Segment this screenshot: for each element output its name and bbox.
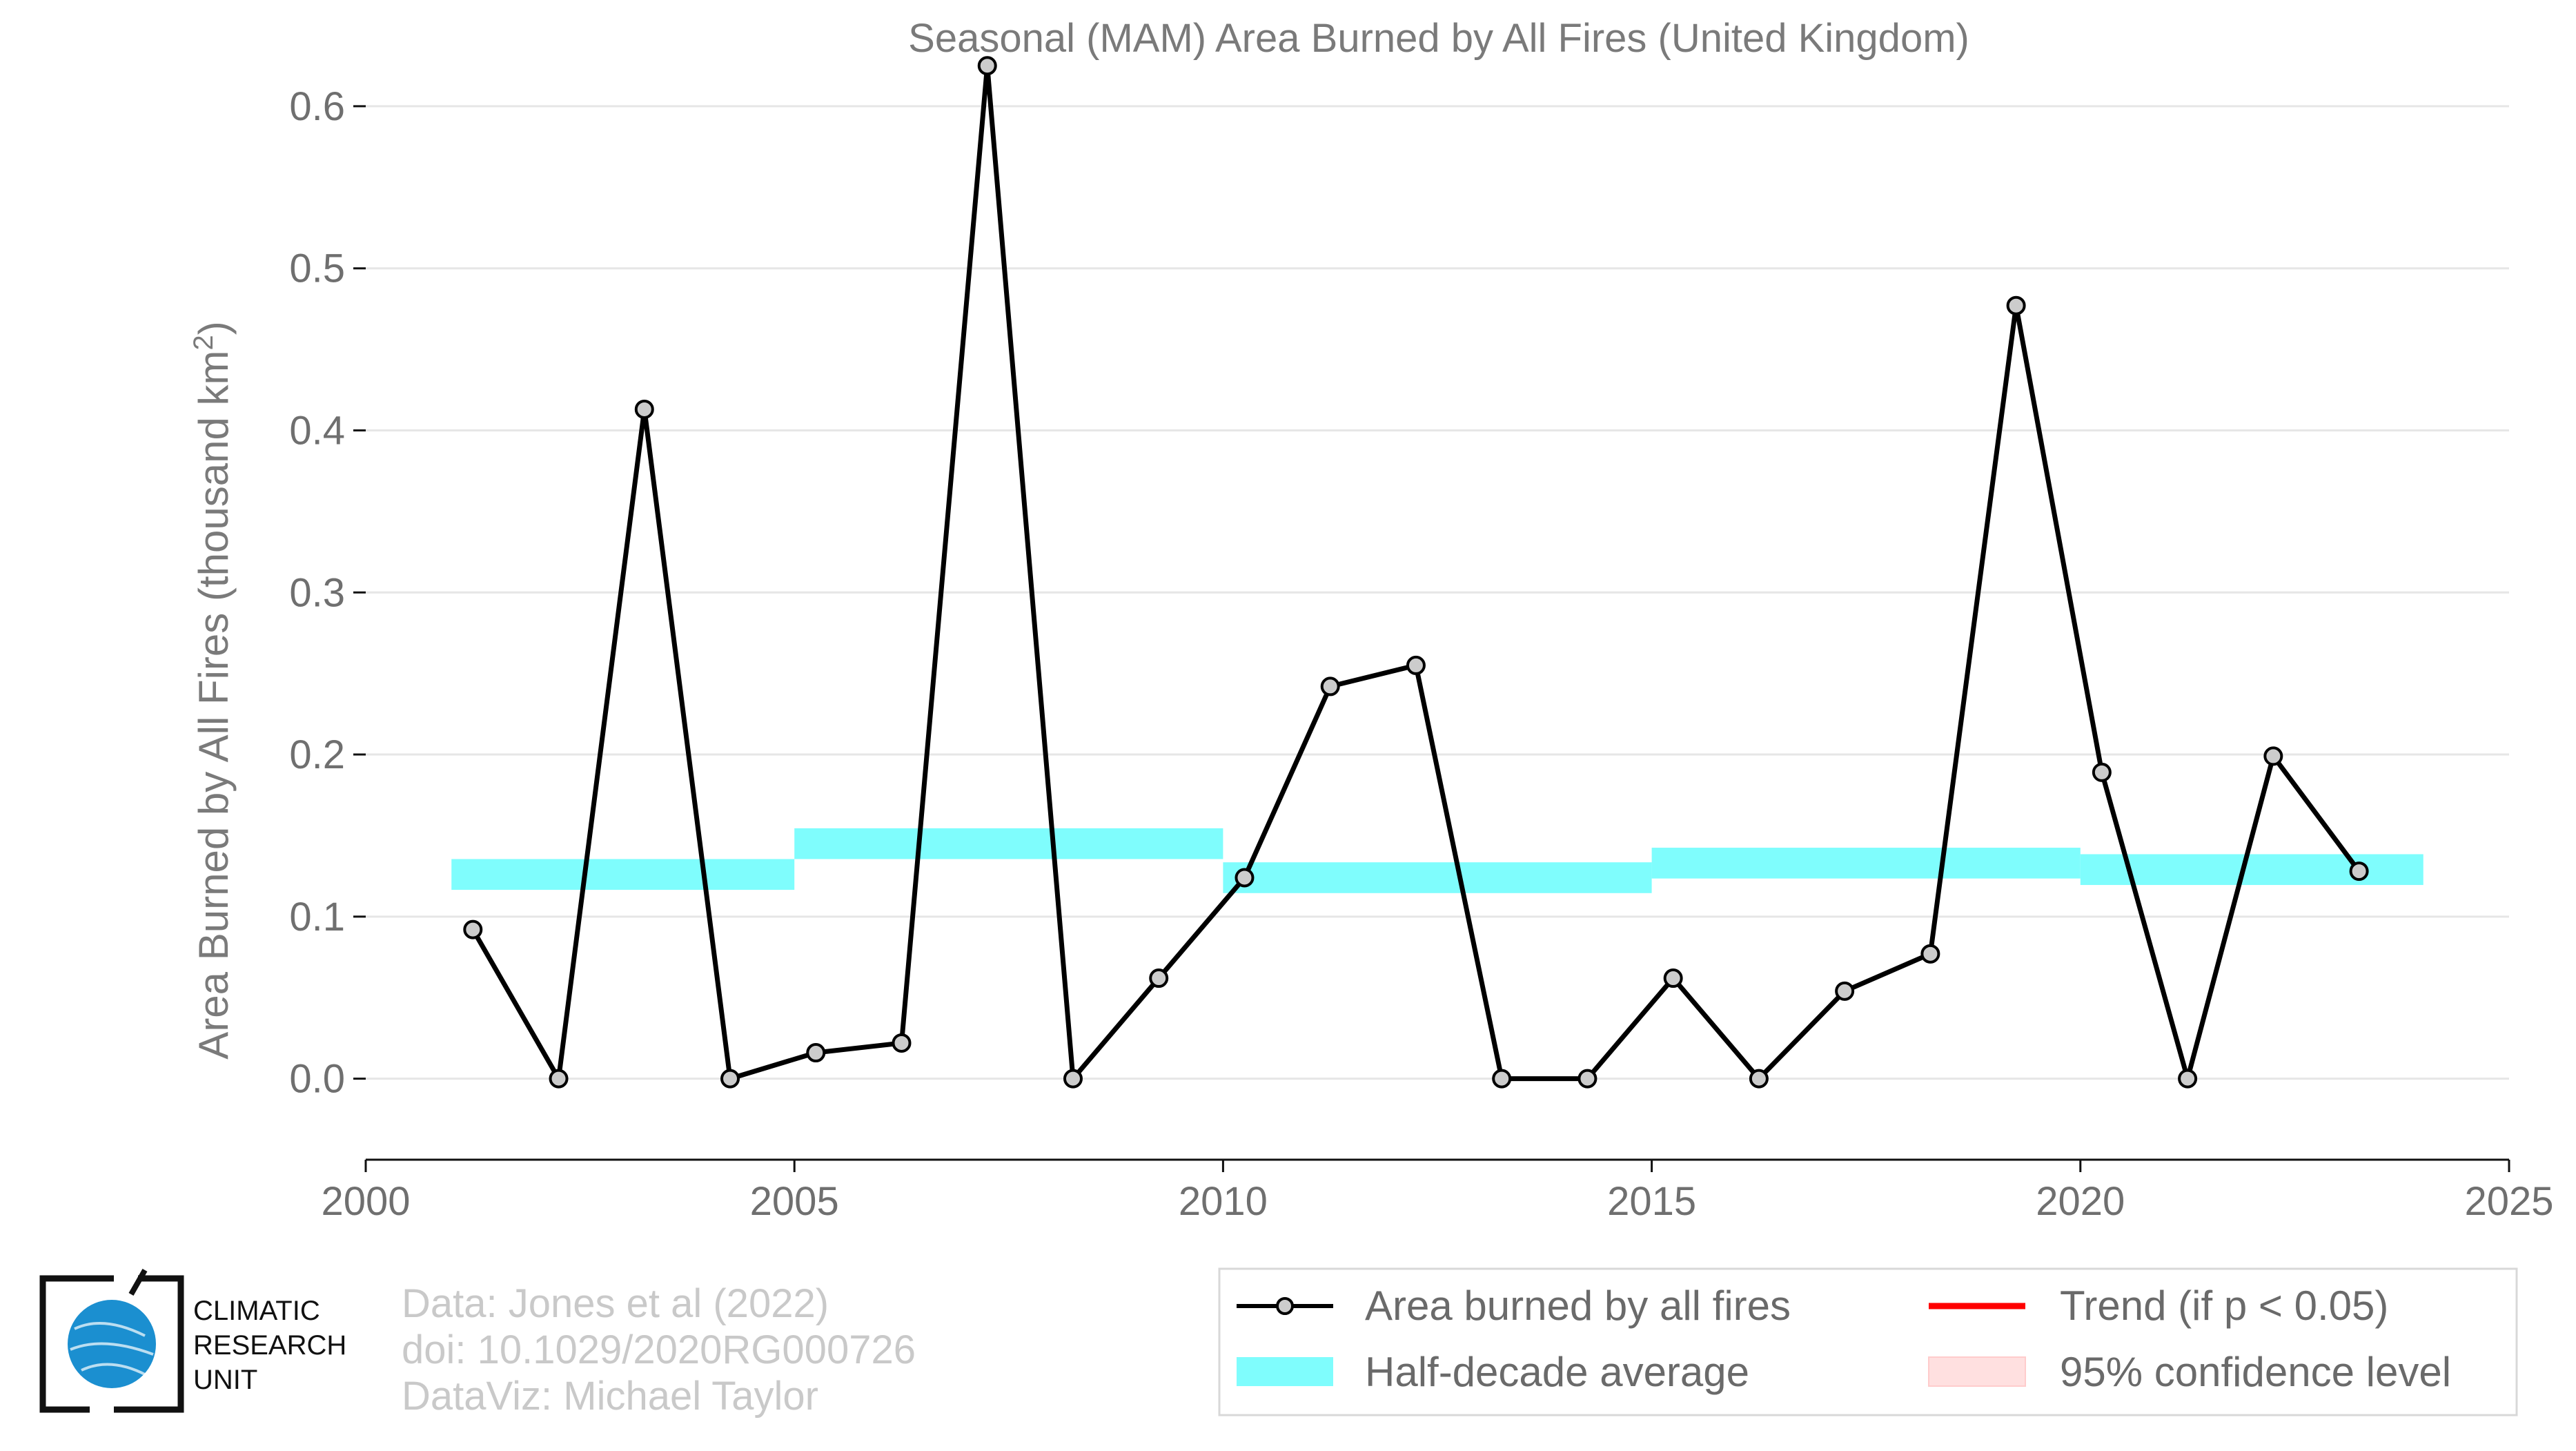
data-point bbox=[2349, 861, 2369, 882]
data-point bbox=[1835, 981, 1855, 1001]
credit-dataviz: DataViz: Michael Taylor bbox=[402, 1374, 818, 1419]
legend-label-trend: Trend (if p < 0.05) bbox=[2060, 1283, 2388, 1329]
y-tick-label: 0.3 bbox=[289, 570, 345, 615]
y-axis-label-superscript: 2 bbox=[188, 335, 219, 350]
logo-bracket-left bbox=[39, 1275, 114, 1413]
legend-swatch-confidence bbox=[1928, 1356, 2026, 1387]
y-tick-label: 0.4 bbox=[289, 408, 345, 453]
data-point bbox=[1063, 1069, 1083, 1089]
logo-text-line3: UNIT bbox=[193, 1365, 257, 1395]
y-tick-label: 0.6 bbox=[289, 84, 345, 129]
data-point bbox=[806, 1043, 826, 1063]
data-point bbox=[2006, 295, 2026, 315]
data-point bbox=[463, 919, 483, 939]
x-tick-label: 2000 bbox=[321, 1179, 410, 1224]
x-tick-label: 2005 bbox=[750, 1179, 839, 1224]
y-tick-label: 0.5 bbox=[289, 246, 345, 291]
y-tick-label: 0.2 bbox=[289, 732, 345, 777]
x-tick-label: 2025 bbox=[2464, 1179, 2553, 1224]
data-point bbox=[1320, 676, 1340, 697]
credits: Data: Jones et al (2022) doi: 10.1029/20… bbox=[402, 1281, 916, 1419]
logo-text-line2: RESEARCH bbox=[193, 1330, 346, 1361]
data-point bbox=[1920, 944, 1940, 964]
x-ticks: 2000 2005 2010 2015 2020 2025 bbox=[321, 1160, 2554, 1224]
data-point bbox=[1149, 968, 1169, 989]
y-axis-label-main: Area Burned by All Fires (thousand km bbox=[190, 351, 237, 1060]
legend-swatch-half-decade bbox=[1237, 1357, 1333, 1386]
data-point bbox=[1749, 1069, 1769, 1089]
logo-slash bbox=[128, 1269, 148, 1296]
data-point bbox=[892, 1033, 912, 1053]
legend-label-area-burned: Area burned by all fires bbox=[1365, 1283, 1791, 1329]
half-decade-average-bands bbox=[451, 828, 2423, 893]
y-tick-label: 0.1 bbox=[289, 895, 345, 939]
data-point bbox=[1663, 968, 1683, 989]
legend: Area burned by all fires Trend (if p < 0… bbox=[1218, 1267, 2518, 1416]
half-decade-average-bar bbox=[1651, 848, 2081, 879]
x-tick-label: 2020 bbox=[2036, 1179, 2125, 1224]
credit-doi: doi: 10.1029/2020RG000726 bbox=[402, 1327, 916, 1372]
area-burned-line bbox=[471, 63, 2361, 1082]
data-point bbox=[720, 1069, 740, 1089]
series-line bbox=[471, 63, 2361, 1082]
legend-label-confidence: 95% confidence level bbox=[2060, 1349, 2451, 1395]
data-point bbox=[2092, 762, 2112, 782]
y-tick-label: 0.0 bbox=[289, 1057, 345, 1102]
grid-lines bbox=[366, 105, 2509, 1080]
logo-globe-swirl bbox=[70, 1322, 154, 1376]
x-tick-label: 2010 bbox=[1179, 1179, 1268, 1224]
legend-box bbox=[1218, 1267, 2518, 1416]
data-point bbox=[1235, 868, 1255, 888]
half-decade-average-bar bbox=[451, 859, 795, 890]
legend-marker-area-burned bbox=[1276, 1297, 1294, 1315]
data-point bbox=[2263, 746, 2283, 766]
credit-data-source: Data: Jones et al (2022) bbox=[402, 1281, 829, 1326]
data-point bbox=[977, 56, 997, 76]
logo: CLIMATIC RESEARCH UNIT bbox=[39, 1269, 346, 1413]
half-decade-average-bar bbox=[794, 828, 1223, 859]
data-point bbox=[2178, 1069, 2198, 1089]
data-points bbox=[463, 56, 2369, 1089]
data-point bbox=[1406, 655, 1426, 675]
chart-title: Seasonal (MAM) Area Burned by All Fires … bbox=[908, 16, 1969, 61]
legend-label-half-decade: Half-decade average bbox=[1365, 1349, 1749, 1395]
data-point bbox=[1577, 1069, 1597, 1089]
logo-text-line1: CLIMATIC bbox=[193, 1296, 320, 1326]
y-ticks: 0.0 0.1 0.2 0.3 0.4 0.5 0.6 bbox=[289, 84, 366, 1102]
half-decade-average-bar bbox=[1223, 862, 1652, 893]
x-tick-label: 2015 bbox=[1607, 1179, 1696, 1224]
data-point bbox=[1492, 1069, 1512, 1089]
data-point bbox=[634, 399, 654, 419]
y-axis-label: Area Burned by All Fires (thousand km2) bbox=[188, 321, 237, 1059]
data-point bbox=[549, 1069, 569, 1089]
logo-bracket-right bbox=[114, 1275, 184, 1413]
y-axis-label-suffix: ) bbox=[190, 321, 237, 335]
